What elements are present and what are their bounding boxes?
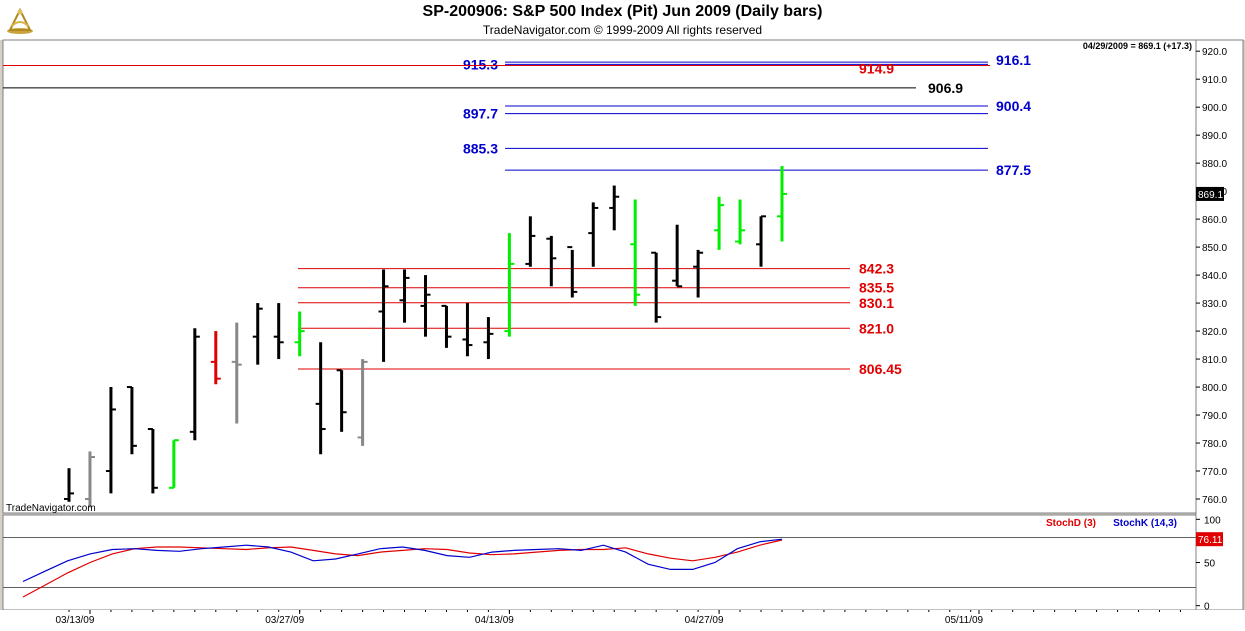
price-axis-label: 860.0 — [1202, 215, 1227, 226]
stoch-axis-label: 50 — [1204, 559, 1216, 570]
price-axis-label: 770.0 — [1202, 467, 1227, 478]
level-label: 914.9 — [859, 60, 894, 76]
price-axis-label: 910.0 — [1202, 75, 1227, 86]
stochastic-panel — [2, 514, 1197, 611]
date-axis-panel — [0, 610, 1245, 631]
price-axis-label: 900.0 — [1202, 103, 1227, 114]
date-axis-label: 04/13/09 — [475, 615, 514, 626]
level-label: 906.9 — [928, 80, 963, 96]
price-axis-label: 780.0 — [1202, 439, 1227, 450]
level-label: 877.5 — [996, 162, 1031, 178]
price-axis-label: 810.0 — [1202, 355, 1227, 366]
price-axis-label: 790.0 — [1202, 411, 1227, 422]
stoch-line-k — [22, 538, 783, 583]
last-price-tag-text: 869.1 — [1198, 190, 1223, 201]
price-panel — [2, 39, 1197, 514]
level-label: 915.3 — [463, 56, 498, 72]
quote-readout: 04/29/2009 = 869.1 (+17.3) — [1083, 41, 1192, 51]
watermark-text: TradeNavigator.com — [6, 503, 96, 514]
level-label: 830.1 — [859, 295, 894, 311]
date-axis-label: 03/27/09 — [265, 615, 304, 626]
price-axis-label: 760.0 — [1202, 495, 1227, 506]
level-label: 900.4 — [996, 98, 1031, 114]
legend-stoch-d: StochD (3) — [1046, 518, 1096, 529]
price-axis-label: 830.0 — [1202, 299, 1227, 310]
chart-title: SP-200906: S&P 500 Index (Pit) Jun 2009 … — [422, 3, 823, 20]
sextant-logo-icon — [7, 7, 33, 34]
date-axis-label: 04/27/09 — [685, 615, 724, 626]
stoch-last-tag-text: 76.11 — [1198, 535, 1223, 546]
date-axis-label: 05/11/09 — [945, 615, 984, 626]
price-axis-label: 820.0 — [1202, 327, 1227, 338]
price-axis-label: 880.0 — [1202, 159, 1227, 170]
stoch-line-d — [22, 539, 783, 598]
stoch-axis-label: 100 — [1204, 515, 1221, 526]
level-label: 885.3 — [463, 140, 498, 156]
price-axis-label: 850.0 — [1202, 243, 1227, 254]
level-label: 897.7 — [463, 106, 498, 122]
price-axis-label: 890.0 — [1202, 131, 1227, 142]
price-axis-label: 920.0 — [1202, 47, 1227, 58]
level-label: 821.0 — [859, 320, 894, 336]
level-label: 806.45 — [859, 361, 902, 377]
legend-stoch-k: StochK (14,3) — [1113, 518, 1177, 529]
stoch-axis-label: 0 — [1204, 602, 1210, 613]
title-bar — [0, 0, 1245, 40]
date-axis-label: 03/13/09 — [56, 615, 95, 626]
price-axis-label: 800.0 — [1202, 383, 1227, 394]
last-price-tag — [1196, 186, 1224, 201]
price-axis-label: 840.0 — [1202, 271, 1227, 282]
stoch-last-tag — [1196, 532, 1223, 547]
level-label: 916.1 — [996, 52, 1031, 68]
price-axis-panel — [1195, 39, 1244, 611]
level-label: 842.3 — [859, 261, 894, 277]
copyright-subtitle: TradeNavigator.com © 1999-2009 All right… — [482, 23, 763, 37]
level-label: 835.5 — [859, 280, 894, 296]
